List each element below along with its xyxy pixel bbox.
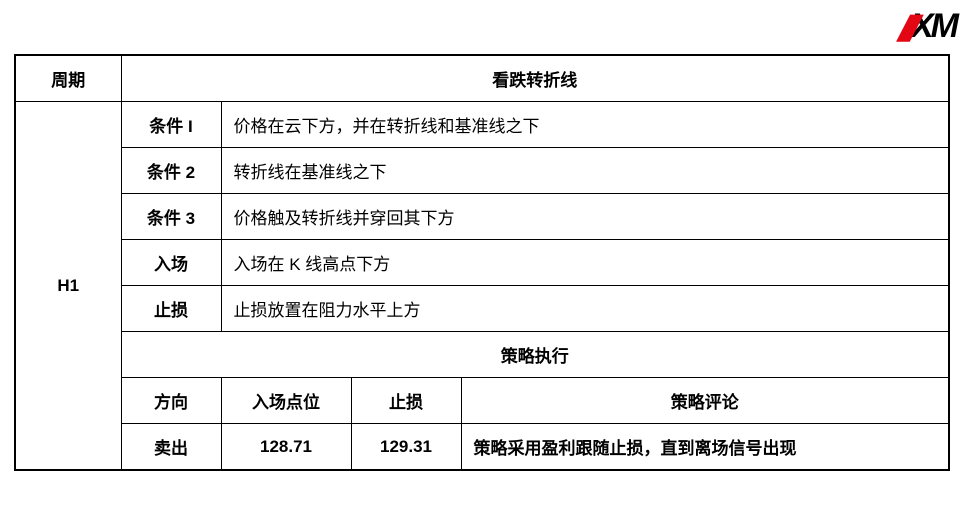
execution-values-row: 卖出 128.71 129.31 策略采用盈利跟随止损，直到离场信号出现: [15, 424, 949, 471]
brand-logo: ▮XM: [899, 6, 956, 46]
direction-value: 卖出: [121, 424, 221, 471]
condition-label: 条件 3: [121, 194, 221, 240]
direction-header: 方向: [121, 378, 221, 424]
execution-section-title: 策略执行: [121, 332, 949, 378]
stop-header: 止损: [351, 378, 461, 424]
period-value: H1: [15, 102, 121, 471]
stop-value: 129.31: [351, 424, 461, 471]
header-row: 周期 看跌转折线: [15, 55, 949, 102]
comment-header: 策略评论: [461, 378, 949, 424]
entry-value: 128.71: [221, 424, 351, 471]
execution-header-row: 策略执行: [15, 332, 949, 378]
condition-desc: 转折线在基准线之下: [221, 148, 949, 194]
stop-desc: 止损放置在阻力水平上方: [221, 286, 949, 332]
entry-header: 入场点位: [221, 378, 351, 424]
table-row: 止损 止损放置在阻力水平上方: [15, 286, 949, 332]
table-row: H1 条件 I 价格在云下方，并在转折线和基准线之下: [15, 102, 949, 148]
entry-label: 入场: [121, 240, 221, 286]
strategy-table: 周期 看跌转折线 H1 条件 I 价格在云下方，并在转折线和基准线之下 条件 2…: [14, 54, 950, 471]
table-row: 条件 2 转折线在基准线之下: [15, 148, 949, 194]
period-header: 周期: [15, 55, 121, 102]
strategy-title: 看跌转折线: [121, 55, 949, 102]
table-row: 入场 入场在 K 线高点下方: [15, 240, 949, 286]
entry-desc: 入场在 K 线高点下方: [221, 240, 949, 286]
condition-label: 条件 2: [121, 148, 221, 194]
condition-desc: 价格触及转折线并穿回其下方: [221, 194, 949, 240]
comment-value: 策略采用盈利跟随止损，直到离场信号出现: [461, 424, 949, 471]
execution-columns-row: 方向 入场点位 止损 策略评论: [15, 378, 949, 424]
condition-label: 条件 I: [121, 102, 221, 148]
condition-desc: 价格在云下方，并在转折线和基准线之下: [221, 102, 949, 148]
table-row: 条件 3 价格触及转折线并穿回其下方: [15, 194, 949, 240]
stop-label: 止损: [121, 286, 221, 332]
